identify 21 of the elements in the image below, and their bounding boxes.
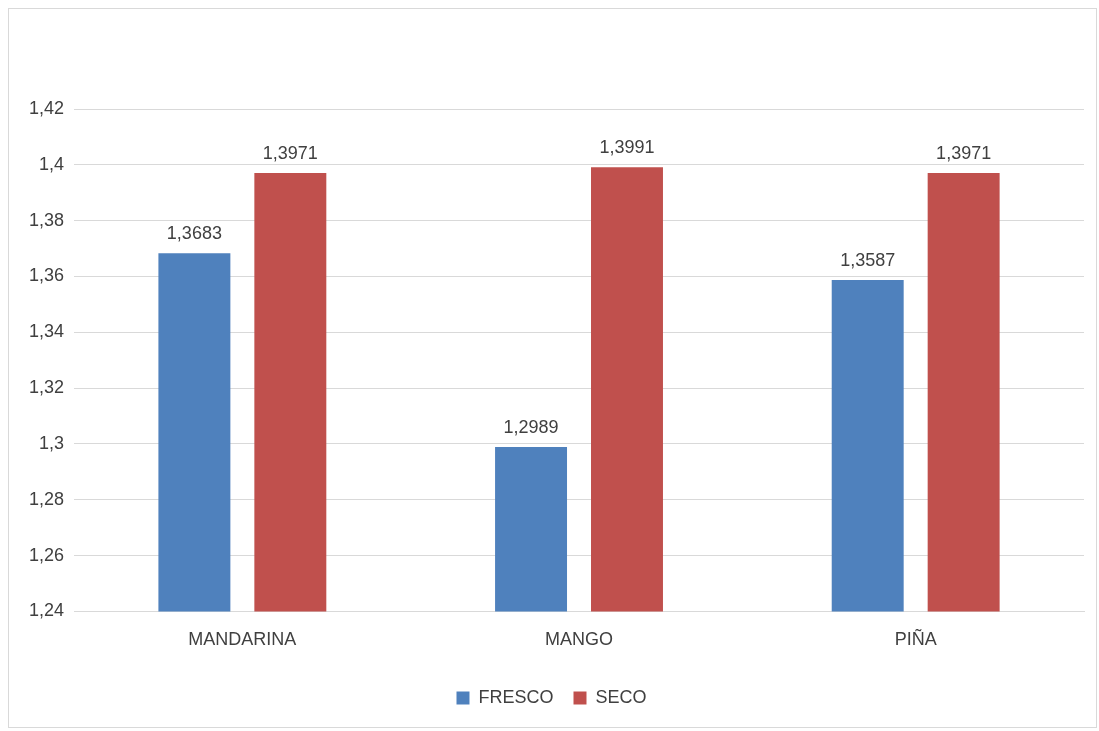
- data-label: 1,3587: [840, 250, 896, 271]
- y-tick-label: 1,38: [28, 209, 65, 230]
- y-tick-label: 1,3: [39, 432, 65, 453]
- y-tick-label: 1,34: [28, 321, 65, 342]
- data-label: 1,3683: [166, 223, 222, 244]
- y-tick-label: 1,26: [28, 544, 65, 565]
- y-tick-label: 1,28: [28, 488, 65, 509]
- x-tick-label: MANGO: [545, 629, 614, 650]
- legend-label: FRESCO: [478, 686, 554, 707]
- y-tick-label: 1,32: [28, 377, 65, 398]
- y-tick-label: 1,4: [39, 153, 65, 174]
- x-tick-label: MANDARINA: [188, 629, 297, 650]
- y-tick-label: 1,36: [28, 265, 65, 286]
- data-label: 1,3971: [936, 142, 992, 163]
- legend-label: SECO: [595, 686, 647, 707]
- data-label: 1,2989: [503, 416, 559, 437]
- data-label: 1,3991: [599, 137, 655, 158]
- x-tick-label: PIÑA: [894, 628, 937, 650]
- y-tick-label: 1,24: [28, 600, 65, 621]
- data-label: 1,3971: [262, 142, 318, 163]
- y-tick-label: 1,42: [28, 97, 65, 118]
